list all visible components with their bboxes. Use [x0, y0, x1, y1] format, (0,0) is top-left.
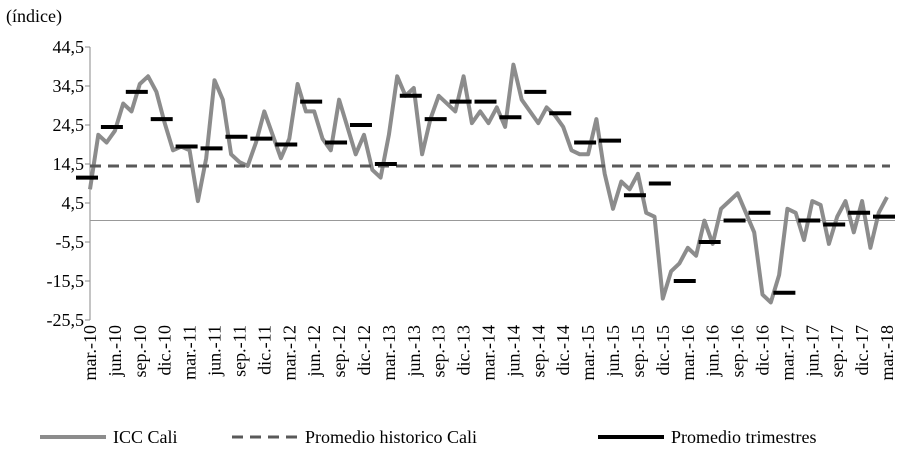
x-tick-label: mar.-14 — [479, 325, 499, 381]
x-tick-label: dic.-13 — [454, 325, 474, 375]
y-tick-label: 14,5 — [53, 154, 85, 174]
x-tick-label: dic.-10 — [155, 325, 175, 375]
y-tick-label: 34,5 — [53, 76, 85, 96]
legend-label: Promedio historico Cali — [305, 427, 477, 447]
x-tick-label: dic.-16 — [752, 325, 772, 375]
y-tick-label: -5,5 — [56, 232, 85, 252]
x-tick-label: jun.-13 — [404, 325, 424, 378]
x-tick-label: jun.-16 — [703, 325, 723, 378]
y-tick-label: -15,5 — [47, 271, 85, 291]
y-axis-label: (índice) — [6, 6, 62, 27]
x-tick-label: mar.-10 — [80, 325, 100, 381]
x-tick-label: mar.-16 — [678, 325, 698, 381]
x-tick-label: sep.-11 — [229, 325, 249, 377]
x-tick-label: jun.-14 — [503, 325, 523, 378]
x-tick-label: mar.-13 — [379, 325, 399, 381]
x-tick-label: dic.-12 — [354, 325, 374, 375]
legend-label: ICC Cali — [113, 427, 178, 447]
x-tick-label: sep.-10 — [130, 325, 150, 378]
y-tick-label: 4,5 — [62, 193, 85, 213]
x-tick-label: jun.-17 — [802, 325, 822, 378]
x-tick-label: dic.-11 — [254, 325, 274, 375]
x-tick-label: sep.-16 — [728, 325, 748, 378]
x-tick-label: mar.-17 — [777, 325, 797, 381]
series-line — [88, 62, 889, 305]
x-tick-label: sep.-14 — [528, 325, 548, 378]
x-tick-label: sep.-17 — [827, 325, 847, 378]
x-tick-label: jun.-10 — [105, 325, 125, 378]
x-tick-label: mar.-18 — [877, 325, 897, 381]
x-tick-label: sep.-13 — [429, 325, 449, 378]
x-tick-label: dic.-14 — [553, 325, 573, 375]
x-tick-label: jun.-12 — [304, 325, 324, 378]
x-tick-label: mar.-12 — [279, 325, 299, 381]
x-tick-label: mar.-11 — [180, 325, 200, 380]
x-tick-label: sep.-15 — [628, 325, 648, 378]
x-tick-label: mar.-15 — [578, 325, 598, 381]
y-tick-label: -25,5 — [47, 310, 85, 330]
x-tick-label: jun.-15 — [603, 325, 623, 378]
y-tick-label: 24,5 — [53, 115, 85, 135]
x-tick-label: sep.-12 — [329, 325, 349, 378]
x-tick-label: jun.-11 — [205, 325, 225, 377]
y-tick-label: 44,5 — [53, 37, 85, 57]
x-tick-label: dic.-17 — [852, 325, 872, 375]
legend-label: Promedio trimestres — [671, 427, 816, 447]
x-tick-label: dic.-15 — [653, 325, 673, 375]
